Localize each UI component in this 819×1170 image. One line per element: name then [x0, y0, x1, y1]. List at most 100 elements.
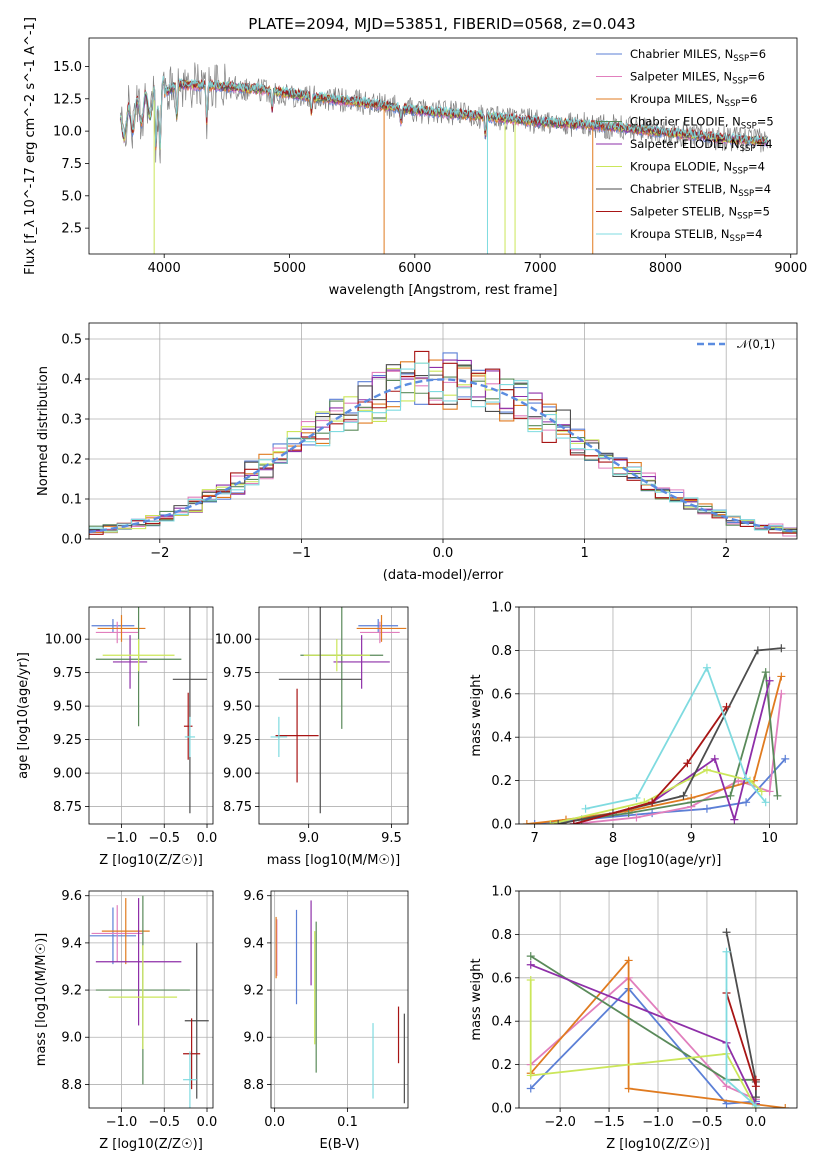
legend-entry: Chabrier MILES, NSSP=6 [630, 47, 766, 64]
x-tick-label: −1.0 [106, 831, 138, 846]
y-tick-label: 0.2 [491, 774, 512, 789]
series-2-marker [777, 689, 786, 698]
y-axis-label: mass weight [469, 674, 484, 756]
panel-mass_vs_EBV: 0.0 0.1 8.8 9.0 9.2 9.4 9.6 E(B-V) [243, 889, 409, 1152]
x-tick-label: 0.1 [337, 1115, 358, 1130]
x-tick-label: −0.5 [691, 1115, 723, 1130]
x-tick-label: 7 [531, 831, 539, 846]
y-tick-label: 10.0 [53, 125, 82, 140]
series-1-marker [702, 804, 711, 813]
y-tick-label: 9.2 [243, 984, 264, 999]
x-axis-label: age [log10(age/yr)] [595, 853, 722, 868]
series-7-marker [751, 1093, 760, 1102]
x-tick-label: 9.5 [381, 831, 402, 846]
legend-entry: 𝒩(0,1) [737, 337, 775, 351]
y-tick-label: 0.8 [491, 644, 512, 659]
y-tick-label: 0.5 [61, 333, 82, 348]
series-6-marker [526, 975, 535, 984]
axes-frame [88, 322, 798, 540]
y-tick-label: 2.5 [61, 222, 82, 237]
series-9-marker [761, 798, 770, 807]
y-tick-label: 9.25 [223, 733, 252, 748]
series-8-marker [569, 820, 578, 824]
y-tick-label: 9.25 [53, 733, 82, 748]
y-tick-label: 1.0 [491, 885, 512, 900]
x-tick-label: 9000 [774, 261, 807, 276]
series-7-marker [554, 820, 563, 824]
y-tick-label: 0.4 [61, 373, 82, 388]
x-tick-label: 0.0 [197, 831, 218, 846]
series-8-marker [751, 1075, 760, 1084]
y-tick-label: 0.2 [491, 1058, 512, 1073]
series-4-marker [687, 798, 696, 807]
legend: Chabrier MILES, NSSP=6 Salpeter MILES, NS… [596, 47, 774, 244]
legend-entry: Kroupa ELODIE, NSSP=4 [630, 160, 765, 177]
x-tick-label: 5000 [273, 261, 306, 276]
axes-frame [518, 606, 798, 825]
series-2-line [573, 693, 783, 824]
y-tick-label: 9.00 [223, 767, 252, 782]
series-8-marker [648, 798, 657, 807]
series-3-marker [522, 820, 531, 824]
series-1-marker [526, 1084, 535, 1093]
axes-frame [518, 890, 798, 1109]
y-tick-label: 8.75 [53, 800, 82, 815]
y-axis-label: mass [log10(M/M☉)] [34, 933, 49, 1066]
series-8-marker [683, 759, 692, 768]
series-4-marker [726, 791, 735, 800]
plot-area [89, 350, 797, 538]
y-tick-label: 9.6 [61, 889, 82, 904]
axes-frame [88, 37, 798, 255]
series-3-line [530, 957, 786, 1108]
x-tick-label: −0.5 [148, 831, 180, 846]
y-tick-label: 0.1 [61, 493, 82, 508]
series-4-marker [624, 809, 633, 818]
figure-title: PLATE=2094, MJD=53851, FIBERID=0568, z=0… [248, 15, 635, 33]
legend-entry: Salpeter STELIB, NSSP=5 [630, 205, 770, 222]
y-tick-label: 9.0 [243, 1031, 264, 1046]
y-tick-label: 9.75 [53, 666, 82, 681]
series-4-marker [773, 791, 782, 800]
x-tick-label: 1 [580, 546, 588, 561]
x-tick-label: −1 [292, 546, 311, 561]
x-tick-label: −2 [150, 546, 169, 561]
x-tick-label: −1.5 [593, 1115, 625, 1130]
legend-entry: Chabrier ELODIE, NSSP=5 [630, 115, 774, 132]
x-tick-label: 7000 [524, 261, 557, 276]
x-tick-label: −0.5 [148, 1115, 180, 1130]
normal-curve-line [89, 378, 797, 534]
y-tick-label: 0.2 [61, 453, 82, 468]
legend-entry: Salpeter MILES, NSSP=6 [630, 70, 765, 87]
y-axis-label: Flux [f_λ 10^-17 erg cm^-2 s^-1 A^-1] [23, 17, 38, 275]
x-axis-label: wavelength [Angstrom, rest frame] [329, 283, 558, 298]
x-tick-label: −2.0 [544, 1115, 576, 1130]
plot-area [522, 644, 790, 824]
plot-area [526, 928, 790, 1108]
legend-entry: Salpeter ELODIE, NSSP=4 [630, 137, 773, 154]
y-tick-label: 0.4 [491, 731, 512, 746]
series-3-marker [777, 672, 786, 681]
x-tick-label: 6000 [398, 261, 431, 276]
plot-area [89, 895, 209, 1108]
x-tick-label: 4000 [148, 261, 181, 276]
series-5-marker [730, 815, 739, 824]
series-5-marker [710, 754, 719, 763]
y-tick-label: 0.4 [491, 1015, 512, 1030]
y-tick-label: 9.6 [243, 889, 264, 904]
series-1-marker [781, 754, 790, 763]
panel-spectrum: 4000 5000 6000 7000 8000 9000 2.5 5.0 7.5 10.0 12.… [23, 17, 807, 298]
y-tick-label: 0.0 [491, 1102, 512, 1117]
x-tick-label: 9 [687, 831, 695, 846]
x-axis-label: Z [log10(Z/Z☉)] [606, 1137, 710, 1152]
y-tick-label: 8.8 [61, 1078, 82, 1093]
series-1-marker [742, 798, 751, 807]
y-tick-label: 7.5 [61, 157, 82, 172]
x-tick-label: 8 [609, 831, 617, 846]
y-tick-label: 10.00 [215, 633, 252, 648]
x-axis-label: mass [log10(M/M☉)] [267, 853, 400, 868]
series-4-marker [761, 668, 770, 677]
x-tick-label: 0.0 [264, 1115, 285, 1130]
y-tick-label: 12.5 [53, 92, 82, 107]
series-3-marker [781, 1104, 790, 1108]
